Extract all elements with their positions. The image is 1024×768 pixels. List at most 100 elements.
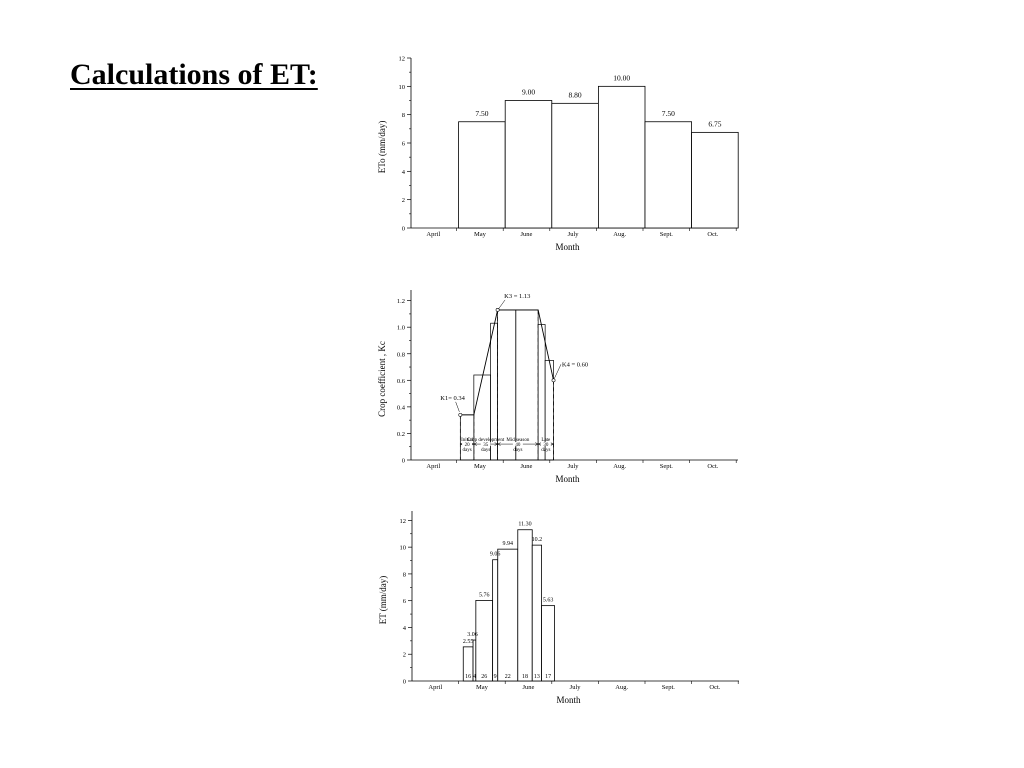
x-tick-label: Aug. (615, 684, 628, 691)
stage-arrow-head (550, 442, 555, 446)
annotation-k3: K3 = 1.13 (504, 293, 530, 300)
stage-length: 30 (543, 443, 549, 448)
chart-2-stage-labels (459, 442, 555, 447)
y-tick-label: 10 (399, 84, 406, 91)
stage-arrow-head (497, 442, 501, 446)
y-tick-label: 0.6 (397, 378, 406, 385)
bar-value-label: 8.80 (569, 90, 582, 99)
bar-days-label: 16 (465, 674, 471, 680)
y-tick-label: 1.2 (397, 298, 405, 305)
bar-Aug (598, 85, 646, 229)
stage-unit: days (462, 448, 471, 453)
x-tick-label: May (474, 231, 487, 238)
stage-length-bg (540, 442, 551, 447)
y-tick-label: 12 (400, 518, 407, 525)
y-tick-label: 12 (399, 56, 406, 63)
chart-3-bars (462, 529, 555, 682)
bar-July (551, 102, 599, 229)
stage-length-bg (462, 442, 473, 447)
y-tick-label: 0.2 (397, 431, 405, 438)
bar-value-label: 7.50 (475, 109, 488, 118)
et-bar (475, 600, 494, 682)
stage-name: Late (541, 438, 551, 443)
stage-arrow-head (537, 442, 542, 446)
bar-value-label: 5.63 (543, 598, 554, 604)
chart-2-stage-dividers (459, 309, 554, 460)
stage-length: 35 (483, 443, 489, 448)
bar-days-label: 9 (494, 674, 497, 680)
bar-value-label: 3.06 (467, 632, 478, 638)
y-tick-label: 0.8 (397, 351, 405, 358)
bar-value-label: 9.00 (522, 88, 535, 97)
x-tick-label: June (523, 684, 535, 691)
stage-unit: days (541, 448, 550, 453)
kc-point-marker (458, 412, 463, 417)
bar-Sept (644, 121, 692, 229)
y-tick-label: 2 (403, 652, 406, 659)
et-bar (492, 559, 499, 682)
bar-days-label: 4 (473, 674, 476, 680)
et-bar (531, 544, 542, 682)
stage-length: 40 (515, 443, 521, 448)
y-tick-label: 8 (402, 112, 405, 119)
y-tick-label: 6 (403, 598, 407, 605)
bar-days-label: 13 (534, 674, 540, 680)
chart-3-axes (408, 511, 739, 684)
x-tick-label: April (426, 231, 440, 238)
stage-name: Initial (461, 438, 474, 443)
x-tick-label: Oct. (709, 684, 720, 691)
x-tick-label: July (568, 463, 580, 470)
x-axis-label: Month (555, 242, 580, 252)
stage-unit: days (481, 448, 490, 453)
kc-curve-line (460, 309, 554, 416)
bar-value-label: 10.2 (532, 537, 543, 543)
y-tick-label: 1.0 (397, 325, 405, 332)
bar-value-label: 9.94 (503, 541, 514, 547)
annotation-k4-leader (554, 364, 562, 379)
x-tick-label: July (570, 684, 582, 691)
stage-name: Crop development (467, 438, 505, 443)
bar-value-label: 11.30 (518, 522, 531, 528)
x-tick-label: Aug. (613, 463, 626, 470)
x-tick-label: July (568, 231, 580, 238)
y-axis-label: ET (mm/day) (378, 576, 388, 625)
bar-days-label: 26 (481, 674, 487, 680)
y-tick-label: 6 (402, 141, 406, 148)
stage-length: 20 (465, 443, 471, 448)
bar-Oct (691, 131, 739, 229)
bar-value-label: 6.75 (708, 119, 721, 128)
kc-point-marker (495, 308, 500, 312)
x-axis-label: Month (556, 695, 581, 705)
y-tick-label: 0.4 (397, 404, 406, 411)
x-tick-label: Aug. (613, 231, 626, 238)
bar-value-label: 2.55 (463, 639, 474, 645)
annotation-k1: K1= 0.34 (440, 395, 465, 402)
y-tick-label: 2 (402, 197, 405, 204)
et-bar (497, 548, 519, 682)
stage-arrow-head (473, 442, 477, 446)
y-tick-label: 4 (402, 169, 406, 176)
annotation-k4: K4 = 0.60 (562, 361, 588, 368)
y-tick-label: 0 (402, 458, 405, 465)
slide-title: Calculations of ET: (70, 58, 318, 91)
x-tick-label: April (428, 684, 442, 691)
y-tick-label: 4 (403, 625, 407, 632)
et-bar (517, 529, 533, 682)
bar-May (458, 121, 506, 229)
y-tick-label: 0 (402, 226, 405, 233)
stage-unit: days (513, 448, 522, 453)
x-tick-label: Sept. (660, 231, 674, 238)
y-tick-label: 0 (403, 679, 406, 686)
bar-days-label: 17 (545, 674, 551, 680)
annotation-k3-leader (498, 299, 506, 310)
et-bar (541, 605, 555, 682)
x-tick-label: Oct. (707, 463, 718, 470)
y-axis-label: ETo (mm/day) (377, 121, 387, 174)
stage-length-bg (480, 442, 491, 447)
x-tick-label: June (521, 231, 533, 238)
x-tick-label: May (474, 463, 487, 470)
bar-value-label: 7.50 (662, 109, 675, 118)
x-tick-label: May (476, 684, 489, 691)
annotation-k1-leader (455, 401, 460, 412)
